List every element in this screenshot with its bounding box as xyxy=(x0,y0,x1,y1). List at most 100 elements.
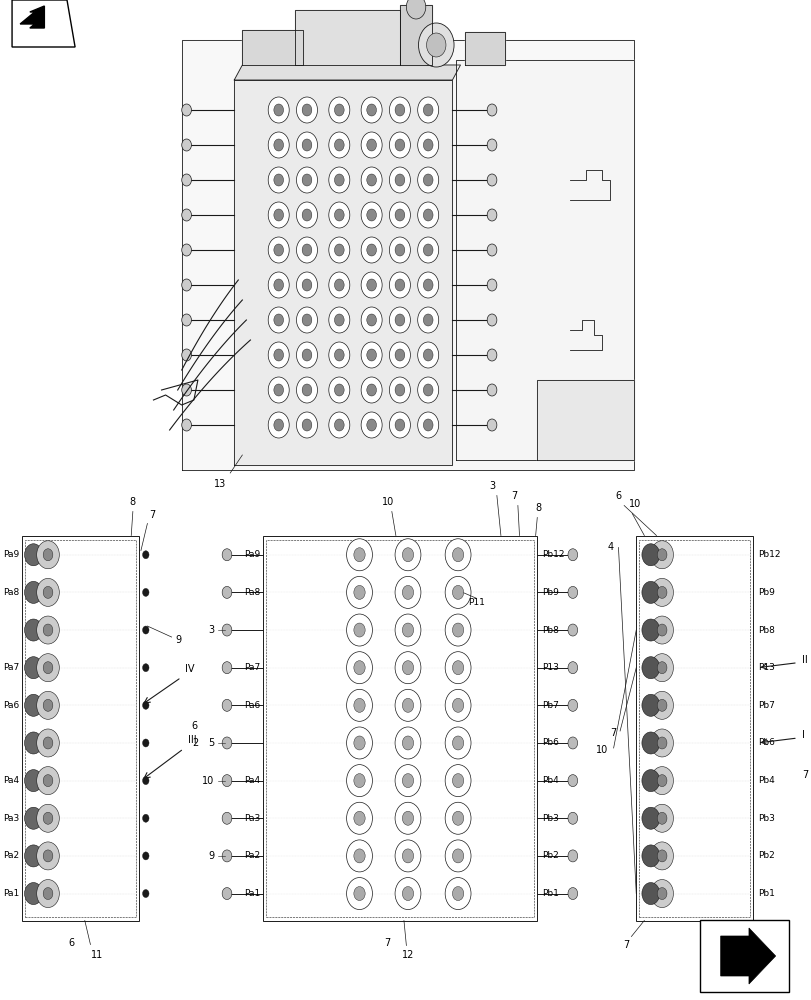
Circle shape xyxy=(296,272,317,298)
Text: Pa9: Pa9 xyxy=(3,550,19,559)
Circle shape xyxy=(367,349,376,361)
Circle shape xyxy=(444,689,470,721)
Circle shape xyxy=(642,619,659,641)
Circle shape xyxy=(334,244,344,256)
Circle shape xyxy=(395,576,420,608)
Circle shape xyxy=(452,585,463,599)
Circle shape xyxy=(24,770,42,792)
Circle shape xyxy=(334,139,344,151)
Text: P11: P11 xyxy=(468,598,484,607)
Circle shape xyxy=(367,209,376,221)
Circle shape xyxy=(182,419,191,431)
Circle shape xyxy=(423,244,432,256)
Text: Pa2: Pa2 xyxy=(3,851,19,860)
Circle shape xyxy=(367,384,376,396)
Circle shape xyxy=(389,237,410,263)
Circle shape xyxy=(268,307,289,333)
Circle shape xyxy=(36,654,59,682)
Circle shape xyxy=(328,342,350,368)
Circle shape xyxy=(389,342,410,368)
Circle shape xyxy=(395,840,420,872)
Circle shape xyxy=(296,307,317,333)
Circle shape xyxy=(642,845,659,867)
Circle shape xyxy=(143,852,149,860)
Circle shape xyxy=(354,585,365,599)
Circle shape xyxy=(334,419,344,431)
Text: Pa6: Pa6 xyxy=(243,701,260,710)
Circle shape xyxy=(487,139,496,151)
Circle shape xyxy=(395,652,420,684)
Circle shape xyxy=(268,412,289,438)
Circle shape xyxy=(367,419,376,431)
Circle shape xyxy=(444,727,470,759)
Polygon shape xyxy=(182,40,633,470)
Polygon shape xyxy=(234,65,460,80)
Circle shape xyxy=(417,97,438,123)
Circle shape xyxy=(36,767,59,795)
Circle shape xyxy=(423,419,432,431)
Circle shape xyxy=(656,624,666,636)
Circle shape xyxy=(395,727,420,759)
Circle shape xyxy=(268,377,289,403)
Circle shape xyxy=(487,419,496,431)
Text: Pa1: Pa1 xyxy=(243,889,260,898)
Circle shape xyxy=(302,174,311,186)
Circle shape xyxy=(222,699,232,711)
Circle shape xyxy=(389,307,410,333)
Circle shape xyxy=(487,104,496,116)
Circle shape xyxy=(361,412,382,438)
Circle shape xyxy=(389,132,410,158)
Circle shape xyxy=(43,586,53,598)
Text: 4: 4 xyxy=(607,542,613,552)
Circle shape xyxy=(328,412,350,438)
Circle shape xyxy=(328,307,350,333)
Circle shape xyxy=(642,581,659,603)
Circle shape xyxy=(182,384,191,396)
Circle shape xyxy=(361,377,382,403)
Circle shape xyxy=(487,174,496,186)
Text: Pa8: Pa8 xyxy=(243,588,260,597)
Text: 10: 10 xyxy=(628,499,640,509)
Circle shape xyxy=(43,737,53,749)
Circle shape xyxy=(642,883,659,905)
Circle shape xyxy=(346,652,372,684)
Circle shape xyxy=(487,384,496,396)
Text: Pb1: Pb1 xyxy=(542,889,558,898)
Circle shape xyxy=(361,202,382,228)
Text: Pb8: Pb8 xyxy=(757,626,775,635)
Circle shape xyxy=(395,689,420,721)
Text: Pa1: Pa1 xyxy=(3,889,19,898)
Circle shape xyxy=(273,279,283,291)
Circle shape xyxy=(328,167,350,193)
Text: P13: P13 xyxy=(542,663,558,672)
Circle shape xyxy=(302,104,311,116)
Text: P13: P13 xyxy=(757,663,775,672)
Circle shape xyxy=(354,774,365,788)
Polygon shape xyxy=(234,80,452,465)
Circle shape xyxy=(401,623,413,637)
Text: I: I xyxy=(801,730,804,740)
Circle shape xyxy=(650,729,672,757)
Circle shape xyxy=(401,811,413,825)
Circle shape xyxy=(24,732,42,754)
Circle shape xyxy=(222,775,232,787)
Circle shape xyxy=(401,736,413,750)
Text: 7: 7 xyxy=(149,509,155,519)
Circle shape xyxy=(43,624,53,636)
Text: 7: 7 xyxy=(609,728,616,738)
Text: Pb1: Pb1 xyxy=(757,889,775,898)
Text: Pb4: Pb4 xyxy=(542,776,558,785)
Circle shape xyxy=(328,202,350,228)
Circle shape xyxy=(401,698,413,712)
Circle shape xyxy=(395,765,420,797)
Circle shape xyxy=(444,652,470,684)
Bar xyxy=(265,540,534,916)
Circle shape xyxy=(24,544,42,566)
Circle shape xyxy=(656,775,666,787)
Circle shape xyxy=(182,244,191,256)
Circle shape xyxy=(452,887,463,901)
Circle shape xyxy=(361,272,382,298)
Circle shape xyxy=(296,167,317,193)
Circle shape xyxy=(43,699,53,711)
Text: Pb7: Pb7 xyxy=(757,701,775,710)
